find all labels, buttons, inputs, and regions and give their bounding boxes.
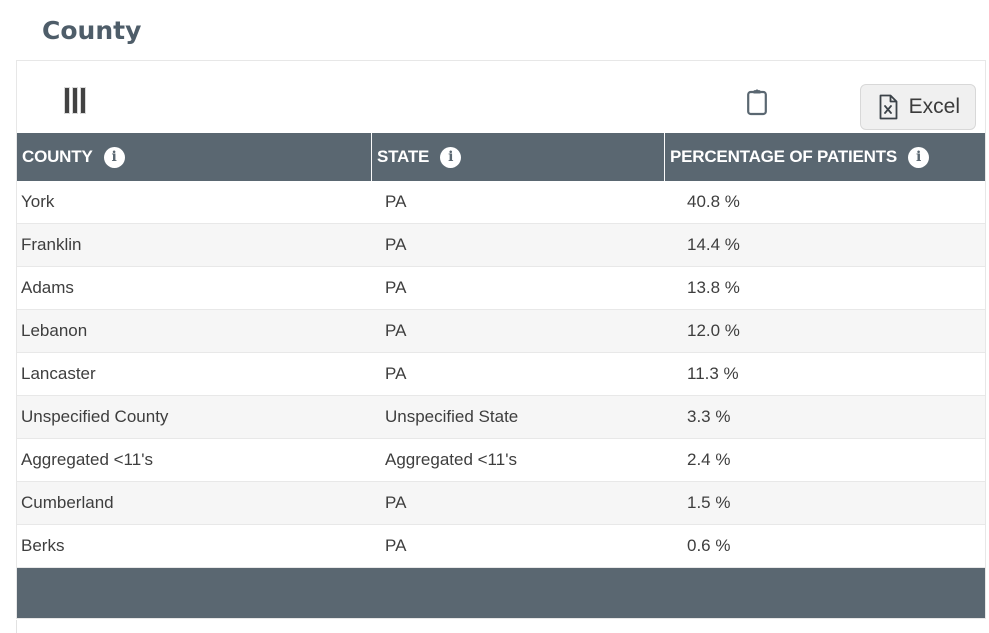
view-columns-icon xyxy=(64,87,70,114)
table-row: Berks PA 0.6 % xyxy=(17,525,985,568)
column-header-label: PERCENTAGE OF PATIENTS xyxy=(670,147,898,166)
state-cell: PA xyxy=(385,536,407,555)
table-row: Adams PA 13.8 % xyxy=(17,267,985,310)
county-cell: York xyxy=(21,192,55,211)
table-row: Lebanon PA 12.0 % xyxy=(17,310,985,353)
state-cell: PA xyxy=(385,278,407,297)
table-row: Lancaster PA 11.3 % xyxy=(17,353,985,396)
percentage-cell: 14.4 % xyxy=(687,235,740,254)
percentage-cell: 2.4 % xyxy=(687,450,731,469)
table-row: Aggregated <11's Aggregated <11's 2.4 % xyxy=(17,439,985,482)
table-row: York PA 40.8 % xyxy=(17,181,985,224)
export-excel-button[interactable]: Excel xyxy=(859,84,976,130)
info-icon[interactable]: i xyxy=(908,146,930,168)
column-header-state[interactable]: STATE i xyxy=(372,133,665,181)
table-row: Cumberland PA 1.5 % xyxy=(17,482,985,525)
county-cell: Adams xyxy=(21,278,74,297)
container-edge-line xyxy=(16,620,17,633)
percentage-cell: 3.3 % xyxy=(687,407,731,426)
copy-to-clipboard-button[interactable] xyxy=(745,87,769,116)
state-cell: PA xyxy=(385,493,407,512)
state-cell: PA xyxy=(385,235,407,254)
state-cell: PA xyxy=(385,192,407,211)
column-header-label: STATE xyxy=(377,147,430,166)
state-cell: PA xyxy=(385,364,407,383)
county-cell: Unspecified County xyxy=(21,407,169,426)
county-cell: Cumberland xyxy=(21,493,114,512)
excel-button-label: Excel xyxy=(908,95,960,118)
column-chooser-button[interactable] xyxy=(64,87,86,114)
info-icon[interactable]: i xyxy=(440,146,462,168)
percentage-cell: 1.5 % xyxy=(687,493,731,512)
table-toolbar: Excel xyxy=(17,61,985,133)
county-cell: Aggregated <11's xyxy=(21,450,153,469)
county-cell: Berks xyxy=(21,536,65,555)
percentage-cell: 12.0 % xyxy=(687,321,740,340)
table-row: Unspecified County Unspecified State 3.3… xyxy=(17,396,985,439)
excel-file-icon xyxy=(876,93,901,121)
column-header-percentage[interactable]: PERCENTAGE OF PATIENTS i xyxy=(665,133,985,181)
county-cell: Lancaster xyxy=(21,364,96,383)
percentage-cell: 11.3 % xyxy=(687,364,739,383)
clipboard-icon xyxy=(745,87,769,116)
table-footer-bar xyxy=(17,568,985,618)
percentage-cell: 13.8 % xyxy=(687,278,740,297)
percentage-cell: 40.8 % xyxy=(687,192,740,211)
column-header-county[interactable]: COUNTY i xyxy=(17,133,372,181)
table-row: Franklin PA 14.4 % xyxy=(17,224,985,267)
table-body: York PA 40.8 % Franklin PA 14.4 % Adams … xyxy=(17,181,985,568)
state-cell: Unspecified State xyxy=(385,407,519,426)
state-cell: PA xyxy=(385,321,407,340)
column-header-label: COUNTY xyxy=(22,147,93,166)
page-title: County xyxy=(42,16,142,45)
county-cell: Franklin xyxy=(21,235,82,254)
county-cell: Lebanon xyxy=(21,321,88,340)
percentage-cell: 0.6 % xyxy=(687,536,731,555)
state-cell: Aggregated <11's xyxy=(385,450,517,469)
info-icon[interactable]: i xyxy=(103,146,125,168)
county-table-widget: Excel COUNTY i STATE i PERCENTAGE OF PAT… xyxy=(16,60,986,619)
table-header-row: COUNTY i STATE i PERCENTAGE OF PATIENTS … xyxy=(17,133,985,181)
